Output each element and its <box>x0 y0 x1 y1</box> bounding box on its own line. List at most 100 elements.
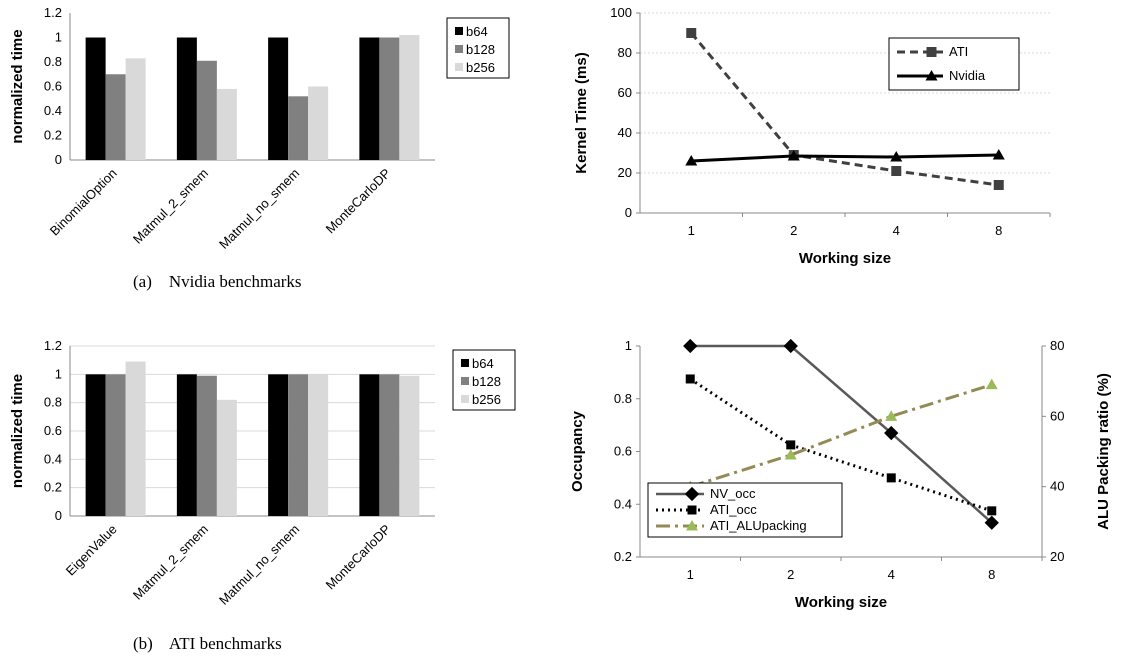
point-Nvidia <box>992 149 1005 160</box>
point-ATI_occ <box>886 473 896 483</box>
bar-b64-Matmul_2_smem <box>176 37 197 160</box>
point-ATI_occ <box>685 374 695 384</box>
bar-b256-Matmul_no_smem <box>308 86 329 160</box>
bar-b64-MonteCarloDP <box>359 37 380 160</box>
x-tick-label: 8 <box>995 223 1002 238</box>
legend-label-ATI: ATI <box>949 44 968 59</box>
bar-b256-Matmul_2_smem <box>216 399 237 516</box>
legend-label-b64: b64 <box>472 356 494 371</box>
bar-b64-Matmul_no_smem <box>268 374 289 516</box>
point-ATI <box>993 180 1004 190</box>
x-tick-label: Matmul_2_smem <box>130 522 211 603</box>
legend-box <box>888 37 1020 91</box>
y-tick-label: 0.4 <box>44 451 62 466</box>
legend-label-Nvidia: Nvidia <box>949 68 986 83</box>
nvidia-benchmarks-bar-chart: 0 0.2 0.4 0.6 0.8 1 1.2 BinomialOption Matmul_2_… <box>9 5 510 252</box>
x-tick-label: BinomialOption <box>47 166 120 239</box>
bar-b256-BinomialOption <box>125 58 146 161</box>
legend-swatch-b128 <box>455 45 463 53</box>
bar-b128-MonteCarloDP <box>379 37 400 160</box>
y-tick-label: 80 <box>618 45 632 60</box>
y-tick-label: 1.2 <box>44 338 62 353</box>
y-tick-label: 0.2 <box>44 128 62 143</box>
bar-b64-MonteCarloDP <box>359 374 380 516</box>
x-tick-label: MonteCarloDP <box>323 522 394 593</box>
bar-b128-BinomialOption <box>105 74 126 160</box>
y-tick-label: 0.8 <box>44 395 62 410</box>
bar-b128-Matmul_no_smem <box>288 96 309 160</box>
y-axis-title: normalized time <box>9 374 26 488</box>
ati-benchmarks-bar-chart: 0 0.2 0.4 0.6 0.8 1 1.2 EigenValue Matmul_2_smem… <box>9 338 516 608</box>
legend-marker-NV_occ <box>684 486 700 502</box>
bar-b64-BinomialOption <box>85 37 106 160</box>
bar-b128-MonteCarloDP <box>379 374 400 516</box>
point-ATI <box>686 28 697 38</box>
point-ATI_occ <box>786 440 796 450</box>
caption-ati-benchmarks: (b) ATI benchmarks <box>133 634 282 653</box>
x-tick-label: Matmul_no_smem <box>216 522 302 608</box>
bar-b64-EigenValue <box>85 374 106 516</box>
point-ATI_ALUpacking <box>985 378 998 390</box>
legend-marker-ATI <box>926 47 937 57</box>
y-tick-label: 20 <box>618 165 632 180</box>
bar-b128-Matmul_2_smem <box>196 60 217 160</box>
bar-b256-MonteCarloDP <box>399 375 420 516</box>
y-tick-label: 1.2 <box>44 5 62 20</box>
y-tick-label: 0 <box>55 508 62 523</box>
legend-label-b64: b64 <box>466 24 488 39</box>
legend-label-b128: b128 <box>466 42 495 57</box>
y-tick-label: 0.2 <box>614 549 632 564</box>
y-tick-label: 0.4 <box>614 496 632 511</box>
y2-tick-label: 60 <box>1050 408 1064 423</box>
x-tick-label: Matmul_no_smem <box>216 166 302 252</box>
y-axis-title: Occupancy <box>569 410 586 492</box>
y-axis-title: Kernel Time (ms) <box>573 52 590 173</box>
y2-tick-label: 20 <box>1050 549 1064 564</box>
legend-swatch-b128 <box>461 377 469 385</box>
x-tick-label: 2 <box>790 223 797 238</box>
occupancy-line-chart: 0.2 0.4 0.6 0.8 1 20 40 60 80 1 2 4 8 Working size Occ… <box>569 338 1112 611</box>
legend-marker-ATI_occ <box>687 505 697 515</box>
y2-tick-label: 80 <box>1050 338 1064 353</box>
y2-axis-title: ALU Packing ratio (%) <box>1095 373 1112 530</box>
y-tick-label: 0.6 <box>44 423 62 438</box>
series-line-ATI <box>690 32 999 187</box>
x-axis-title: Working size <box>799 250 891 267</box>
y2-tick-label: 40 <box>1050 479 1064 494</box>
x-tick-label: Matmul_2_smem <box>130 166 211 247</box>
point-ATI_occ <box>987 506 997 516</box>
point-Nvidia <box>787 150 800 161</box>
legend-label-b128: b128 <box>472 374 501 389</box>
bar-b128-EigenValue <box>105 374 126 516</box>
legend-label-b256: b256 <box>472 392 501 407</box>
legend-swatch-b64 <box>461 359 469 367</box>
bar-b128-Matmul_2_smem <box>196 375 217 516</box>
y-tick-label: 60 <box>618 85 632 100</box>
bar-b256-Matmul_no_smem <box>308 374 329 516</box>
y-tick-label: 0 <box>55 152 62 167</box>
x-tick-label: 1 <box>688 223 695 238</box>
y-tick-label: 0.8 <box>614 391 632 406</box>
kernel-time-line-chart: 0 20 40 60 80 100 1 2 4 8 Working size Kernel Time … <box>573 5 1051 267</box>
bar-b256-EigenValue <box>125 361 146 516</box>
legend-marker-Nvidia <box>925 70 938 81</box>
bar-b64-Matmul_2_smem <box>176 374 197 516</box>
legend-swatch-b256 <box>455 63 463 71</box>
y-axis-title: normalized time <box>9 29 26 143</box>
y-tick-label: 0.4 <box>44 103 62 118</box>
bar-b256-Matmul_2_smem <box>216 88 237 160</box>
y-tick-label: 0.2 <box>44 480 62 495</box>
point-NV_occ <box>783 338 798 354</box>
legend-label-b256: b256 <box>466 60 495 75</box>
y-tick-label: 100 <box>610 5 632 20</box>
bar-b128-Matmul_no_smem <box>288 374 309 516</box>
point-NV_occ <box>984 515 999 530</box>
point-Nvidia <box>685 155 698 166</box>
series-line-ATI_ALUpacking <box>689 383 993 489</box>
x-tick-label: 4 <box>893 223 900 238</box>
legend-label-ATI_ALUpacking: ATI_ALUpacking <box>710 518 807 533</box>
y-tick-label: 1 <box>625 338 632 353</box>
point-ATI_ALUpacking <box>784 449 797 460</box>
bar-b256-MonteCarloDP <box>399 35 420 160</box>
point-ATI_ALUpacking <box>885 410 898 421</box>
